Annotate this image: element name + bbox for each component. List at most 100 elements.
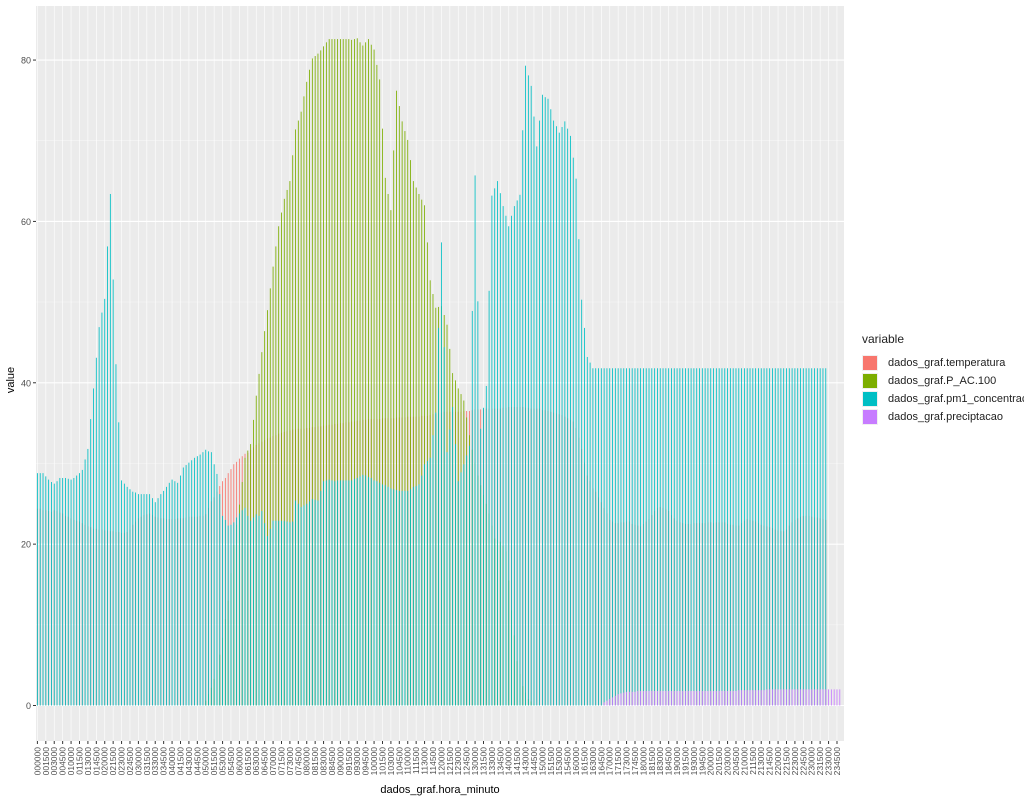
bar-dados-graf-pm1-concentracao: [45, 476, 47, 706]
bar-dados-graf-p-ac-100: [351, 39, 353, 706]
x-tick-label: 234500: [832, 747, 842, 776]
bar-dados-graf-pm1-concentracao: [238, 513, 240, 706]
bar-dados-graf-p-ac-100: [283, 198, 285, 706]
x-tick-label: 180000: [638, 747, 648, 776]
minor-gridlines: [36, 140, 844, 626]
x-tick-label: 214500: [765, 747, 775, 776]
bar-dados-graf-p-ac-100: [401, 121, 403, 706]
x-tick-label: 223000: [790, 747, 800, 776]
bar-dados-graf-pm1-concentracao: [222, 515, 223, 706]
bar-dados-graf-pm1-concentracao: [516, 200, 518, 706]
bar-dados-graf-pm1-concentracao: [303, 505, 305, 706]
bar-dados-graf-pm1-concentracao: [121, 480, 122, 706]
x-tick-label: 024500: [125, 747, 135, 776]
x-tick-label: 163000: [588, 747, 598, 776]
bar-dados-graf-p-ac-100: [331, 39, 333, 706]
bar-dados-graf-pm1-concentracao: [483, 407, 484, 706]
x-tick-label: 110000: [403, 747, 413, 775]
bar-dados-graf-pm1-concentracao: [783, 368, 785, 706]
x-tick-label: 144500: [529, 747, 539, 776]
bar-dados-graf-pm1-concentracao: [76, 475, 78, 706]
bar-dados-graf-pm1-concentracao: [216, 473, 218, 706]
x-tick-label: 034500: [159, 747, 169, 776]
bar-dados-graf-pm1-concentracao: [671, 368, 672, 706]
bar-dados-graf-pm1-concentracao: [418, 484, 420, 706]
bar-dados-graf-p-ac-100: [309, 69, 310, 706]
bar-dados-graf-pm1-concentracao: [93, 388, 94, 706]
bar-dados-graf-p-ac-100: [393, 150, 395, 706]
bar-dados-graf-preciptacao: [822, 689, 824, 706]
bar-dados-graf-pm1-concentracao: [166, 486, 167, 706]
bar-dados-graf-pm1-concentracao: [109, 193, 111, 706]
bar-dados-graf-pm1-concentracao: [766, 368, 768, 706]
y-tick-label: 60: [21, 217, 31, 227]
x-tick-label: 130000: [470, 747, 480, 776]
x-tick-label: 100000: [369, 747, 379, 776]
bar-dados-graf-preciptacao: [721, 690, 723, 706]
bar-dados-graf-pm1-concentracao: [115, 364, 117, 706]
bar-dados-graf-preciptacao: [659, 690, 661, 706]
bar-dados-graf-preciptacao: [620, 693, 622, 706]
bar-dados-graf-preciptacao: [682, 690, 684, 706]
bar-dados-graf-pm1-concentracao: [306, 503, 308, 706]
bar-dados-graf-pm1-concentracao: [502, 206, 504, 706]
x-tick-label: 164500: [596, 747, 606, 776]
bar-dados-graf-preciptacao: [833, 689, 835, 706]
bar-dados-graf-pm1-concentracao: [685, 368, 686, 706]
x-tick-label: 080000: [302, 747, 312, 776]
bar-dados-graf-preciptacao: [772, 689, 773, 706]
legend-item: dados_graf.temperatura: [862, 354, 1024, 372]
bar-dados-graf-p-ac-100: [382, 128, 383, 706]
bar-dados-graf-preciptacao: [727, 690, 728, 706]
bar-dados-graf-preciptacao: [614, 695, 616, 706]
bar-dados-graf-pm1-concentracao: [687, 368, 689, 706]
x-tick-label: 021500: [108, 747, 118, 776]
bar-dados-graf-pm1-concentracao: [236, 517, 238, 706]
bar-dados-graf-pm1-concentracao: [348, 480, 350, 706]
bar-dados-graf-preciptacao: [743, 690, 745, 706]
bar-dados-graf-pm1-concentracao: [331, 480, 333, 706]
x-tick-label: 150000: [537, 747, 547, 776]
bar-dados-graf-pm1-concentracao: [292, 521, 294, 706]
bar-dados-graf-pm1-concentracao: [224, 519, 226, 706]
bar-dados-graf-preciptacao: [816, 689, 818, 706]
bar-dados-graf-pm1-concentracao: [368, 477, 369, 706]
bar-dados-graf-pm1-concentracao: [309, 501, 310, 706]
bar-dados-graf-pm1-concentracao: [477, 301, 479, 706]
x-tick-label: 190000: [672, 747, 682, 776]
bar-dados-graf-pm1-concentracao: [788, 368, 790, 706]
bar-dados-graf-p-ac-100: [303, 96, 305, 706]
bar-dados-graf-pm1-concentracao: [267, 536, 268, 706]
x-tick-label: 053000: [218, 747, 228, 776]
bar-dados-graf-preciptacao: [685, 690, 686, 706]
bar-dados-graf-pm1-concentracao: [713, 368, 714, 706]
bar-dados-graf-preciptacao: [617, 694, 619, 706]
bar-dados-graf-pm1-concentracao: [379, 482, 381, 706]
bar-dados-graf-p-ac-100: [421, 199, 423, 706]
x-tick-label: 003000: [49, 747, 59, 776]
bar-dados-graf-pm1-concentracao: [272, 520, 274, 706]
bar-dados-graf-pm1-concentracao: [194, 457, 195, 706]
bar-dados-graf-pm1-concentracao: [455, 444, 456, 706]
bar-dados-graf-pm1-concentracao: [104, 298, 106, 706]
bar-dados-graf-pm1-concentracao: [822, 368, 824, 706]
bar-dados-graf-pm1-concentracao: [191, 460, 193, 706]
bar-dados-graf-pm1-concentracao: [393, 489, 395, 706]
bar-dados-graf-pm1-concentracao: [154, 502, 156, 706]
bar-dados-graf-pm1-concentracao: [67, 478, 69, 706]
x-tick-label: 104500: [394, 747, 404, 776]
x-tick-label: 221500: [781, 747, 791, 776]
bar-dados-graf-p-ac-100: [407, 139, 409, 706]
bar-dados-graf-pm1-concentracao: [95, 357, 97, 706]
bar-dados-graf-p-ac-100: [356, 38, 358, 706]
bar-dados-graf-pm1-concentracao: [365, 475, 367, 706]
panel-background: [36, 6, 844, 741]
bar-dados-graf-pm1-concentracao: [539, 120, 541, 706]
y-axis-title: value: [5, 367, 17, 393]
bar-dados-graf-pm1-concentracao: [707, 368, 709, 706]
bar-dados-graf-pm1-concentracao: [570, 135, 571, 706]
bar-dados-graf-preciptacao: [830, 689, 832, 706]
bar-dados-graf-pm1-concentracao: [485, 386, 487, 706]
bar-dados-graf-preciptacao: [693, 690, 695, 706]
bar-dados-graf-pm1-concentracao: [157, 498, 159, 706]
